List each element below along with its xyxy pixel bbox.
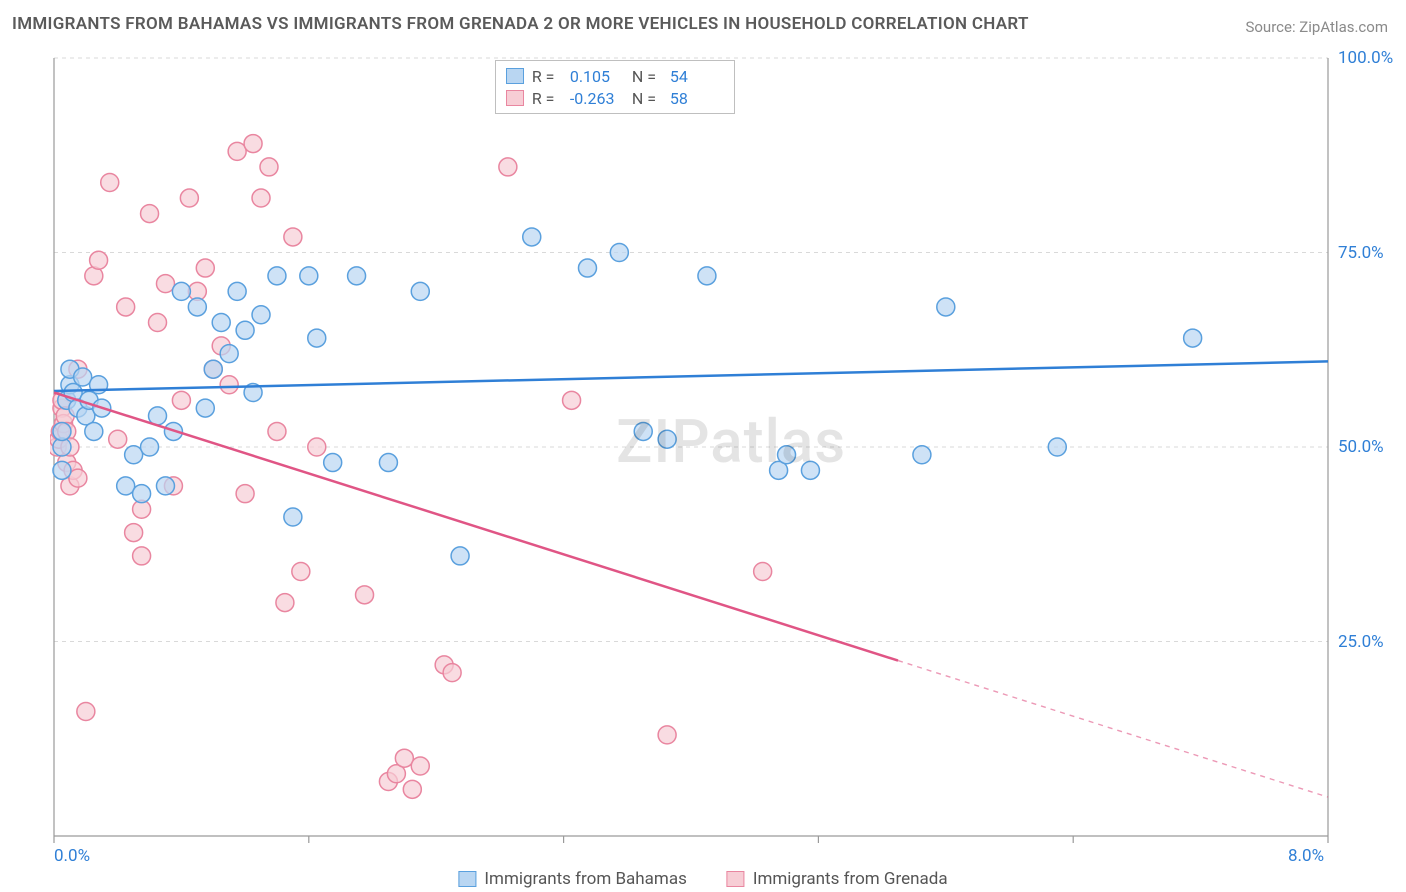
stat-r-value: -0.263 [570, 89, 624, 108]
stat-n-label: N = [632, 89, 662, 108]
stat-n-label: N = [632, 67, 662, 86]
y-tick-label: 25.0% [1338, 632, 1384, 652]
series-swatch [506, 90, 524, 106]
plot-area: R =0.105N =54R =-0.263N =58 ZIPatlas 25.… [50, 52, 1398, 856]
stat-r-value: 0.105 [570, 67, 624, 86]
legend-swatch [727, 871, 745, 887]
stat-row: R = -0.263 N = 58 [506, 87, 724, 109]
y-tick-label: 100.0% [1338, 48, 1393, 68]
stat-n-value: 54 [670, 67, 724, 86]
legend-label: Immigrants from Bahamas [484, 869, 686, 889]
source-label: Source: ZipAtlas.com [1245, 18, 1388, 36]
y-tick-label: 50.0% [1338, 437, 1384, 457]
y-tick-label: 75.0% [1338, 243, 1384, 263]
series-swatch [506, 68, 524, 84]
x-tick-label: 0.0% [54, 846, 90, 866]
stat-r-label: R = [532, 89, 562, 108]
bottom-legend: Immigrants from Bahamas Immigrants from G… [458, 869, 947, 889]
stat-n-value: 58 [670, 89, 724, 108]
x-tick-label: 8.0% [1288, 846, 1324, 866]
scatter-chart [50, 52, 1398, 856]
legend-label: Immigrants from Grenada [753, 869, 948, 889]
stats-legend-box: R = 0.105 N = 54 R = -0.263 N = 58 [495, 60, 735, 114]
chart-title: IMMIGRANTS FROM BAHAMAS VS IMMIGRANTS FR… [12, 14, 1029, 34]
legend-swatch [458, 871, 476, 887]
legend-item: Immigrants from Grenada [727, 869, 948, 889]
stat-row: R = 0.105 N = 54 [506, 65, 724, 87]
stat-r-label: R = [532, 67, 562, 86]
legend-item: Immigrants from Bahamas [458, 869, 686, 889]
